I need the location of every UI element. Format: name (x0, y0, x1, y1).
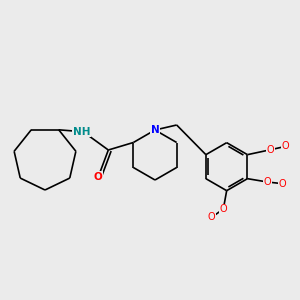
Text: N: N (151, 125, 159, 135)
Text: O: O (282, 141, 290, 151)
Text: O: O (264, 177, 271, 187)
Text: NH: NH (73, 127, 90, 137)
Text: O: O (220, 204, 227, 214)
Text: O: O (208, 212, 215, 222)
Text: O: O (94, 172, 103, 182)
Text: O: O (267, 145, 274, 155)
Text: O: O (279, 179, 286, 189)
